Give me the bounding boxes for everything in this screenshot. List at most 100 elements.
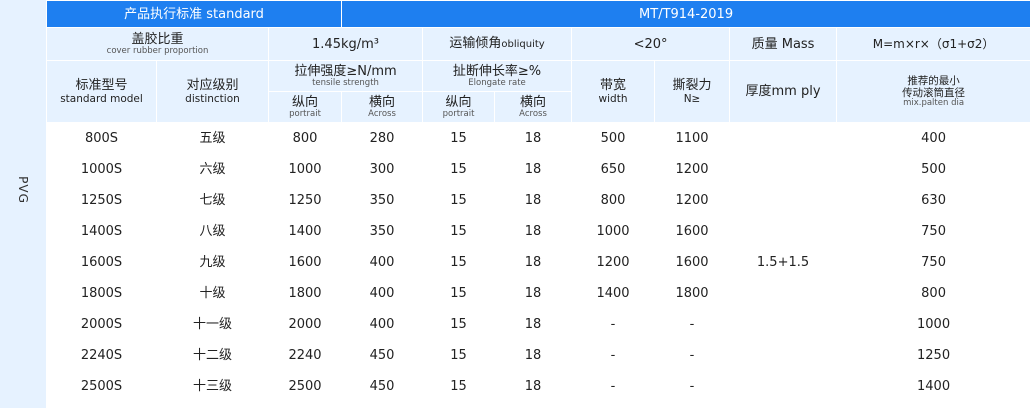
cell-pulley: 750 <box>836 215 1030 247</box>
obliquity-cell: 运输倾角obliquity <box>422 27 573 61</box>
cell-tear: 1600 <box>654 215 731 247</box>
cell-tensile-across: 450 <box>341 370 424 402</box>
col-tear: 撕裂力 N≥ <box>654 60 731 123</box>
cell-pulley: 500 <box>836 153 1030 185</box>
obliquity-value: <20° <box>571 27 731 61</box>
tensile-across-en: Across <box>368 109 396 119</box>
col-model: 标准型号 standard model <box>46 60 157 123</box>
cell-pulley: 800 <box>836 277 1030 309</box>
col-elong-en: Elongate rate <box>468 78 526 88</box>
col-tear-label: 撕裂力 <box>672 78 712 93</box>
col-tensile: 拉伸强度≥N/mm tensile strength <box>267 60 424 92</box>
cell-tensile-portrait: 1800 <box>267 277 343 309</box>
tensile-across-label: 横向 <box>369 95 396 110</box>
cover-cell: 盖胶比重 cover rubber proportion <box>46 27 269 61</box>
col-pulley-label2: 传动滚筒直径 <box>902 87 966 99</box>
cell-width: - <box>571 339 656 371</box>
col-tensile-portrait: 纵向 portrait <box>267 91 343 123</box>
cell-tensile-across: 280 <box>341 122 424 154</box>
cell-width: - <box>571 370 656 402</box>
col-tensile-label: 拉伸强度≥N/mm <box>294 64 397 79</box>
cell-width: 1000 <box>571 215 656 247</box>
cell-tensile-across: 450 <box>341 339 424 371</box>
property-row: 盖胶比重 cover rubber proportion 1.45kg/m³ 运… <box>46 27 1030 61</box>
cell-pulley: 1400 <box>836 370 1030 402</box>
tensile-portrait-en: portrait <box>289 109 321 119</box>
cell-pulley: 400 <box>836 122 1030 154</box>
col-model-label: 标准型号 <box>75 78 128 93</box>
cell-elong-portrait: 15 <box>422 153 496 185</box>
table-row: 1000S 六级 1000 300 15 18 650 1200 500 <box>46 153 1030 185</box>
cell-tensile-portrait: 1250 <box>267 184 343 216</box>
col-pulley-label: 推荐的最小 <box>907 75 960 87</box>
cell-model: 2500S <box>46 370 157 402</box>
cell-elong-across: 18 <box>494 370 573 402</box>
cell-elong-across: 18 <box>494 246 573 278</box>
table-row: 1800S 十级 1800 400 15 18 1400 1800 800 <box>46 277 1030 309</box>
col-elong-label: 扯断伸长率≥% <box>452 64 542 79</box>
col-width-en: width <box>598 93 628 105</box>
side-band: PVG <box>0 0 46 408</box>
cell-grade: 五级 <box>156 122 269 154</box>
standard-value: MT/T914-2019 <box>341 0 1030 28</box>
cell-tensile-portrait: 1400 <box>267 215 343 247</box>
cell-pulley: 1250 <box>836 339 1030 371</box>
elong-portrait-en: portrait <box>442 109 475 119</box>
cover-sub: cover rubber proportion <box>106 46 209 56</box>
col-tensile-across: 横向 Across <box>341 91 424 123</box>
cell-elong-portrait: 15 <box>422 308 496 340</box>
cell-model: 2000S <box>46 308 157 340</box>
cover-label: 盖胶比重 <box>131 32 184 47</box>
cell-tensile-portrait: 2240 <box>267 339 343 371</box>
cover-value: 1.45kg/m³ <box>267 27 424 61</box>
table-row: 1400S 八级 1400 350 15 18 1000 1600 750 <box>46 215 1030 247</box>
cell-tensile-across: 350 <box>341 184 424 216</box>
cell-tear: 1200 <box>654 184 731 216</box>
cell-elong-across: 18 <box>494 184 573 216</box>
cell-width: 650 <box>571 153 656 185</box>
cell-tear: - <box>654 308 731 340</box>
cell-tear: - <box>654 370 731 402</box>
elong-portrait-label: 纵向 <box>445 95 472 110</box>
side-label: PVG <box>16 176 30 204</box>
cell-tensile-across: 400 <box>341 308 424 340</box>
cell-elong-across: 18 <box>494 277 573 309</box>
cell-elong-across: 18 <box>494 153 573 185</box>
col-distinction: 对应级别 distinction <box>156 60 269 123</box>
table-row: 2240S 十二级 2240 450 15 18 - - 1250 <box>46 339 1030 371</box>
col-width-label: 带宽 <box>600 78 627 93</box>
table-row: 1250S 七级 1250 350 15 18 800 1200 630 <box>46 184 1030 216</box>
cell-elong-portrait: 15 <box>422 215 496 247</box>
col-tensile-en: tensile strength <box>312 78 379 88</box>
cell-elong-portrait: 15 <box>422 246 496 278</box>
cell-tensile-across: 350 <box>341 215 424 247</box>
cell-pulley: 630 <box>836 184 1030 216</box>
cell-width: - <box>571 308 656 340</box>
col-width: 带宽 width <box>571 60 656 123</box>
column-subheader-row: 纵向 portrait 横向 Across 纵向 portrait 横向 Acr… <box>47 91 1030 123</box>
cell-grade: 八级 <box>156 215 269 247</box>
cell-elong-portrait: 15 <box>422 277 496 309</box>
elong-across-en: Across <box>519 109 547 119</box>
cell-thickness: 1.5+1.5 <box>729 122 838 402</box>
standard-label: 产品执行标准 standard <box>45 0 343 28</box>
cell-width: 800 <box>571 184 656 216</box>
cell-grade: 九级 <box>156 246 269 278</box>
cell-grade: 十三级 <box>156 370 269 402</box>
cell-tensile-across: 400 <box>341 277 424 309</box>
cell-elong-across: 18 <box>494 215 573 247</box>
obliquity-sub: obliquity <box>501 39 545 50</box>
cell-model: 1800S <box>46 277 157 309</box>
cell-tear: 1100 <box>654 122 731 154</box>
obliquity-label: 运输倾角 <box>449 36 502 51</box>
column-header-row: 标准型号 standard model 对应级别 distinction 拉伸强… <box>46 60 1030 123</box>
col-distinction-label: 对应级别 <box>186 78 239 93</box>
table-row: 2000S 十一级 2000 400 15 18 - - 1000 <box>46 308 1030 340</box>
cell-tensile-portrait: 1600 <box>267 246 343 278</box>
col-pulley: 推荐的最小 传动滚筒直径 mix.palten dia <box>836 60 1030 123</box>
table-row: 1600S 九级 1600 400 15 18 1200 1600 750 <box>46 246 1030 278</box>
cell-model: 800S <box>46 122 157 154</box>
mass-formula: M=m×r×（σ1+σ2） <box>836 27 1030 61</box>
cell-elong-portrait: 15 <box>422 184 496 216</box>
